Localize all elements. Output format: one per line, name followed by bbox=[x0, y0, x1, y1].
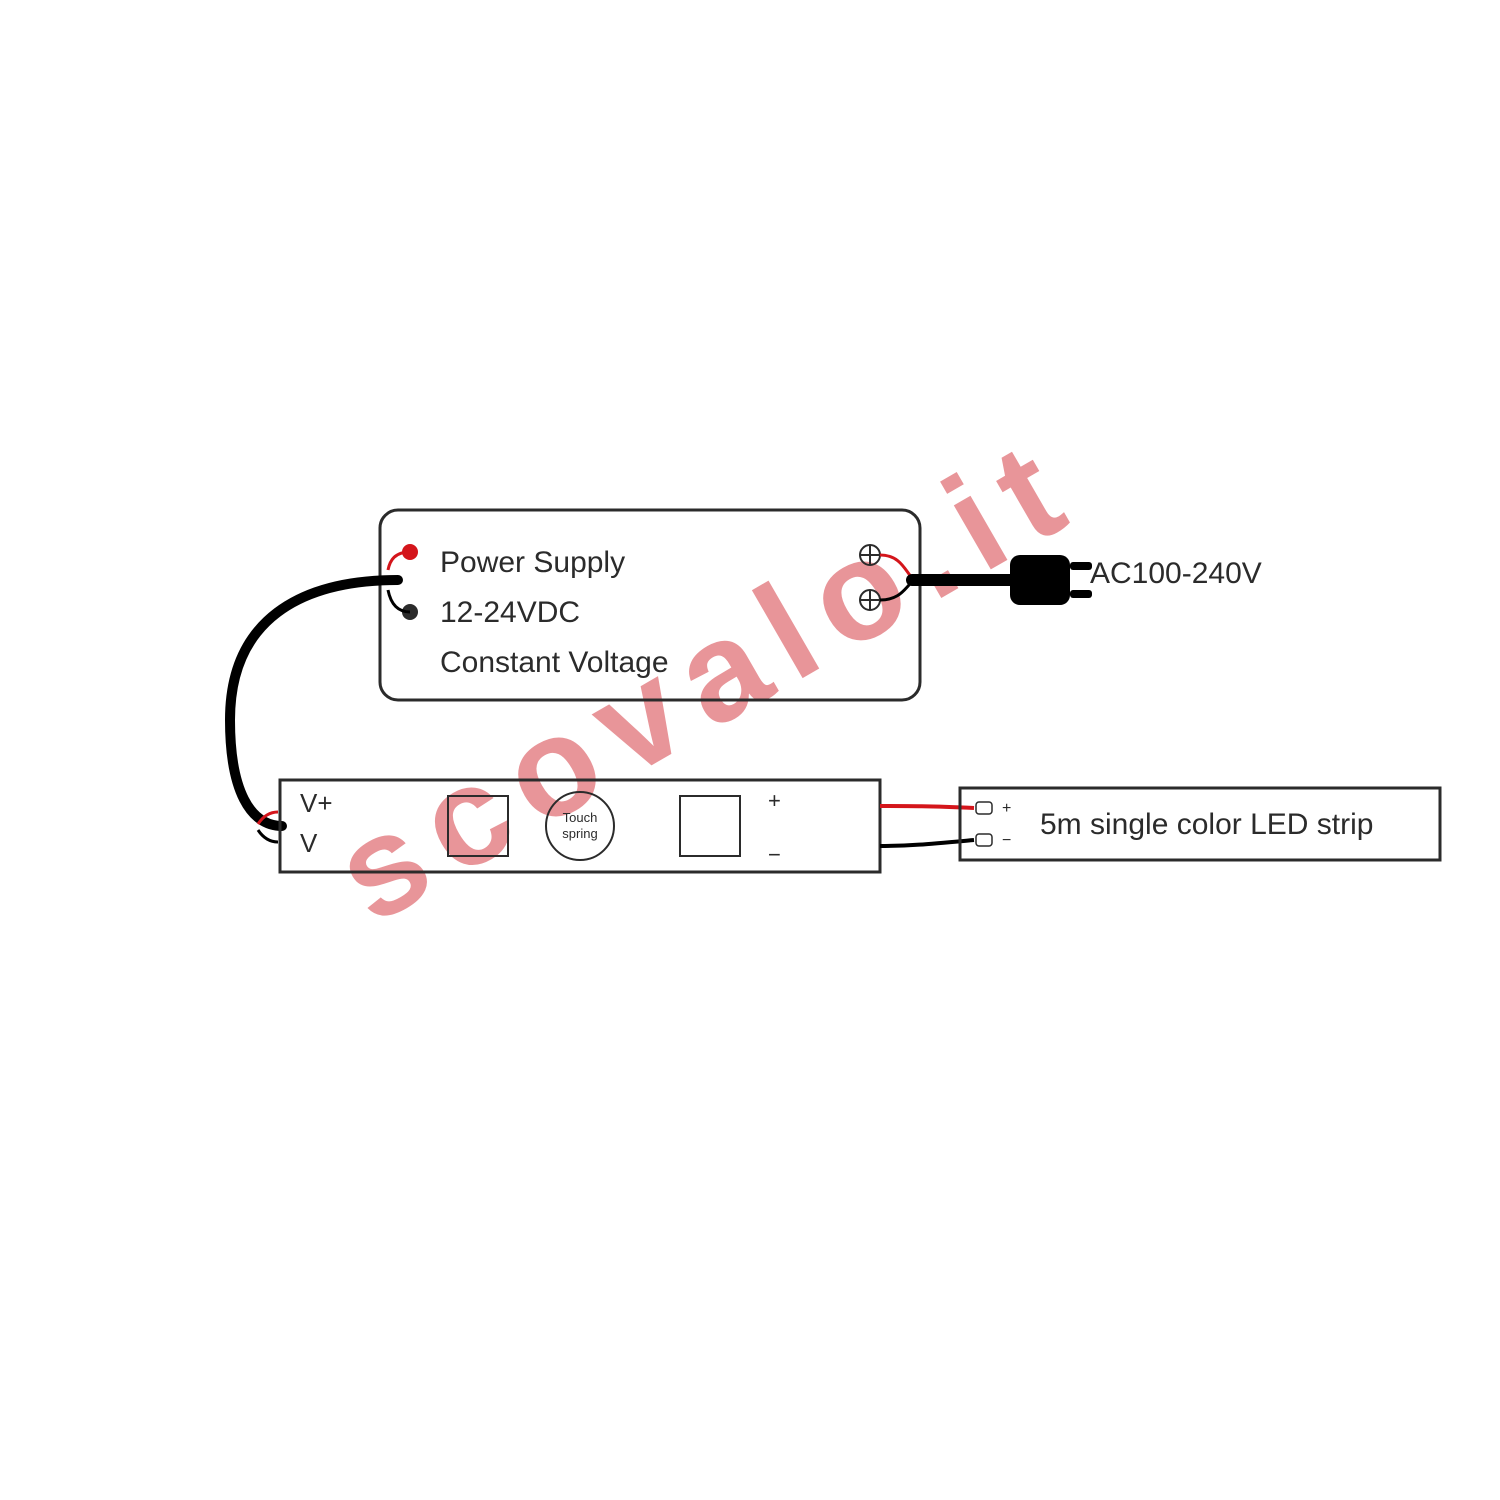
svg-text:−: − bbox=[1002, 832, 1011, 849]
svg-text:spring: spring bbox=[562, 826, 597, 841]
ac-voltage-label: AC100-240V bbox=[1090, 557, 1262, 590]
svg-text:Touch: Touch bbox=[563, 810, 598, 825]
svg-text:+: + bbox=[768, 788, 781, 813]
ac-terminal-2 bbox=[860, 590, 880, 610]
svg-text:Constant Voltage: Constant Voltage bbox=[440, 646, 669, 679]
ac-plug-icon bbox=[1010, 555, 1092, 605]
led-strip-label: 5m single color LED strip bbox=[1040, 808, 1373, 841]
svg-text:V+: V+ bbox=[300, 788, 333, 818]
svg-text:Power Supply: Power Supply bbox=[440, 546, 625, 579]
svg-text:−: − bbox=[768, 842, 781, 867]
svg-text:12-24VDC: 12-24VDC bbox=[440, 596, 580, 629]
led-strip-box: + − 5m single color LED strip bbox=[960, 788, 1440, 860]
strip-pad-negative bbox=[976, 834, 992, 846]
wiring-diagram: scovalo.it Power Supply 12-24VDC Constan… bbox=[0, 0, 1500, 1500]
strip-pad-positive bbox=[976, 802, 992, 814]
ac-terminal-1 bbox=[860, 545, 880, 565]
svg-text:V: V bbox=[300, 828, 318, 858]
svg-text:+: + bbox=[1002, 800, 1011, 817]
watermark: scovalo.it bbox=[309, 404, 1103, 953]
svg-text:scovalo.it: scovalo.it bbox=[309, 404, 1103, 953]
